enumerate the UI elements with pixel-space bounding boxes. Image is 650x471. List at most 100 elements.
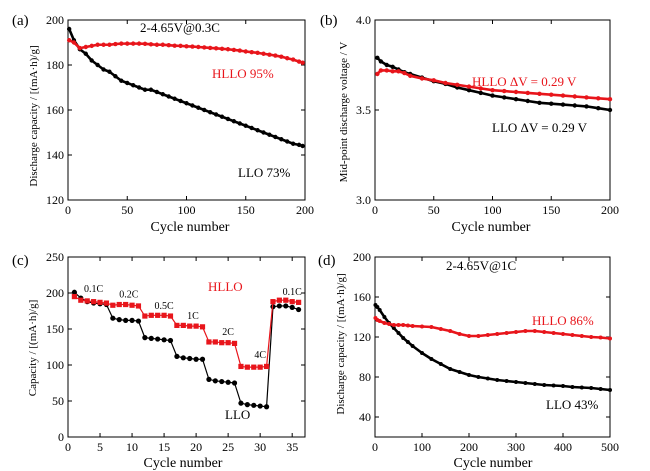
y-tick-label: 40 [359, 410, 371, 424]
data-point-llo [542, 383, 547, 387]
panel-d-llo-label: LLO 43% [546, 397, 599, 412]
y-tick-label: 180 [46, 58, 64, 72]
data-point-hllo [584, 95, 589, 100]
data-point-hllo [129, 302, 135, 308]
x-tick-label: 200 [601, 203, 619, 217]
data-point-llo [249, 125, 254, 131]
data-point-llo [110, 315, 116, 321]
y-tick-label: 50 [52, 394, 64, 408]
x-tick-label: 100 [413, 440, 431, 454]
panel-b-llo-label: LLO ΔV = 0.29 V [492, 120, 588, 135]
data-point-hllo [267, 52, 272, 57]
data-point-llo [377, 308, 382, 312]
data-point-hllo [285, 56, 290, 61]
panel-a-ylabel: Discharge capacity / [(mA·h)/g] [28, 45, 40, 186]
data-point-llo [485, 376, 490, 381]
data-point-llo [504, 379, 509, 383]
y-tick-label: 150 [46, 322, 64, 336]
data-point-hllo [196, 44, 201, 50]
panel-d: (d) 2-4.65V@1C 0 100 200 300 400 500 40 80 120 16… [318, 250, 619, 471]
data-point-hllo [77, 45, 83, 51]
data-point-llo [155, 336, 161, 342]
data-point-hllo [589, 335, 594, 339]
data-point-llo [148, 335, 154, 341]
data-point-llo [549, 101, 554, 106]
y-tick-label: 250 [46, 250, 64, 264]
panel-c-hllo-label: HLLO [208, 279, 243, 294]
data-point-hllo [142, 41, 148, 47]
data-point-hllo [91, 299, 97, 305]
data-point-llo [279, 137, 284, 142]
data-point-hllo [244, 364, 250, 370]
data-point-hllo [485, 333, 490, 337]
x-tick-label: 100 [484, 203, 502, 217]
data-point-hllo [391, 323, 396, 327]
y-tick-label: 100 [46, 358, 64, 372]
data-point-hllo [255, 50, 260, 56]
data-point-hllo [387, 322, 392, 326]
data-point-llo [467, 373, 471, 377]
data-point-hllo [148, 42, 154, 47]
x-tick-label: 0 [372, 440, 378, 454]
data-point-hllo [542, 330, 547, 334]
data-point-llo [219, 114, 225, 119]
data-point-llo [225, 379, 231, 385]
data-point-hllo [199, 324, 206, 330]
data-point-hllo [155, 312, 161, 318]
data-point-hllo [384, 68, 389, 73]
data-point-llo [384, 62, 389, 68]
data-point-hllo [167, 313, 174, 319]
data-point-llo [375, 305, 380, 309]
data-point-llo [212, 378, 218, 384]
data-point-hllo [83, 44, 88, 50]
data-point-llo [89, 58, 94, 63]
data-point-hllo [135, 303, 142, 309]
x-tick-label: 50 [121, 203, 133, 217]
data-point-llo [190, 103, 195, 108]
panel-d-xlabel: Cycle number [454, 456, 533, 471]
data-point-hllo [455, 82, 460, 88]
panel-b-label: (b) [320, 13, 338, 29]
data-point-llo [238, 400, 244, 406]
panel-b: (b) 0 50 100 150 200 3.0 3.5 4.0 Cycle number M… [320, 13, 619, 235]
data-point-hllo [212, 339, 218, 345]
data-point-llo [523, 381, 528, 385]
data-point-llo [71, 289, 78, 295]
data-point-llo [514, 380, 518, 384]
x-tick-label: 0 [65, 203, 71, 217]
data-point-hllo [174, 322, 180, 328]
data-point-hllo [142, 313, 148, 319]
data-point-hllo [190, 44, 195, 49]
data-point-llo [378, 59, 384, 64]
data-point-hllo [457, 332, 462, 336]
panel-a-label: (a) [12, 13, 29, 29]
data-point-hllo [429, 325, 434, 329]
panel-c: (c) 0 5 10 15 20 25 30 35 0 50 100 150 200 250 0.1C 0.2… [12, 250, 306, 471]
data-point-llo [196, 105, 201, 110]
x-tick-label: 35 [286, 440, 298, 454]
data-point-hllo [97, 299, 103, 305]
data-point-hllo [289, 299, 295, 305]
data-point-hllo [113, 41, 118, 47]
data-point-hllo [607, 97, 613, 102]
data-point-llo [476, 375, 481, 379]
data-point-hllo [504, 331, 509, 335]
data-point-llo [579, 385, 584, 390]
data-point-hllo [382, 321, 387, 325]
panel-c-ylabel: Capacity / [(mA·h)/g] [27, 300, 39, 397]
data-point-hllo [225, 47, 231, 52]
data-point-hllo [408, 73, 413, 79]
data-point-llo [261, 130, 266, 135]
data-point-hllo [161, 312, 167, 318]
data-point-llo [166, 94, 171, 99]
data-point-hllo [537, 91, 542, 97]
data-point-llo [184, 101, 189, 106]
rate-label: 4C [254, 350, 266, 361]
panel-a: (a) 2-4.65V@0.3C 0 50 100 150 200 120 140 160 18… [12, 13, 314, 235]
data-point-llo [285, 139, 290, 144]
data-point-hllo [377, 319, 382, 323]
data-point-hllo [570, 333, 575, 337]
data-point-hllo [572, 94, 577, 99]
data-point-hllo [148, 312, 154, 318]
